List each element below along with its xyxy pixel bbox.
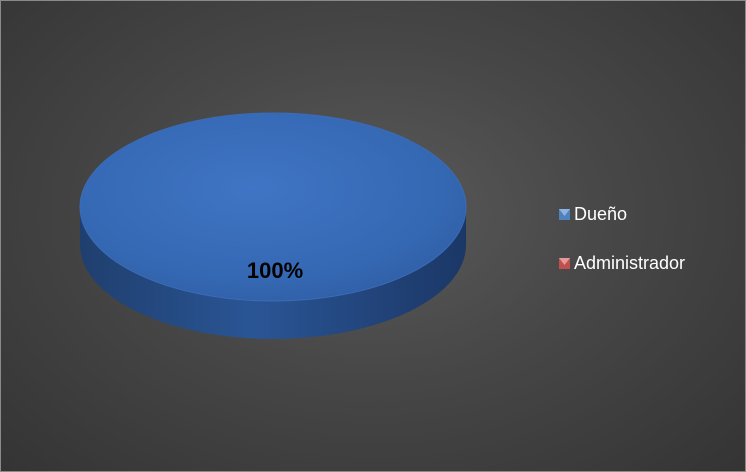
legend-label-administrador: Administrador: [574, 252, 686, 273]
legend-label-duenio: Dueño: [574, 203, 628, 224]
legend: Dueño Administrador: [559, 201, 739, 299]
legend-item-administrador: Administrador: [559, 250, 739, 276]
legend-swatch-blue-icon: [559, 208, 570, 220]
pie-slice-0: [79, 112, 467, 302]
data-label-duenio: 100%: [246, 258, 304, 283]
legend-item-duenio: Dueño: [559, 201, 739, 227]
legend-swatch-red-icon: [559, 257, 570, 269]
pie-slice-side-0: [80, 207, 466, 339]
